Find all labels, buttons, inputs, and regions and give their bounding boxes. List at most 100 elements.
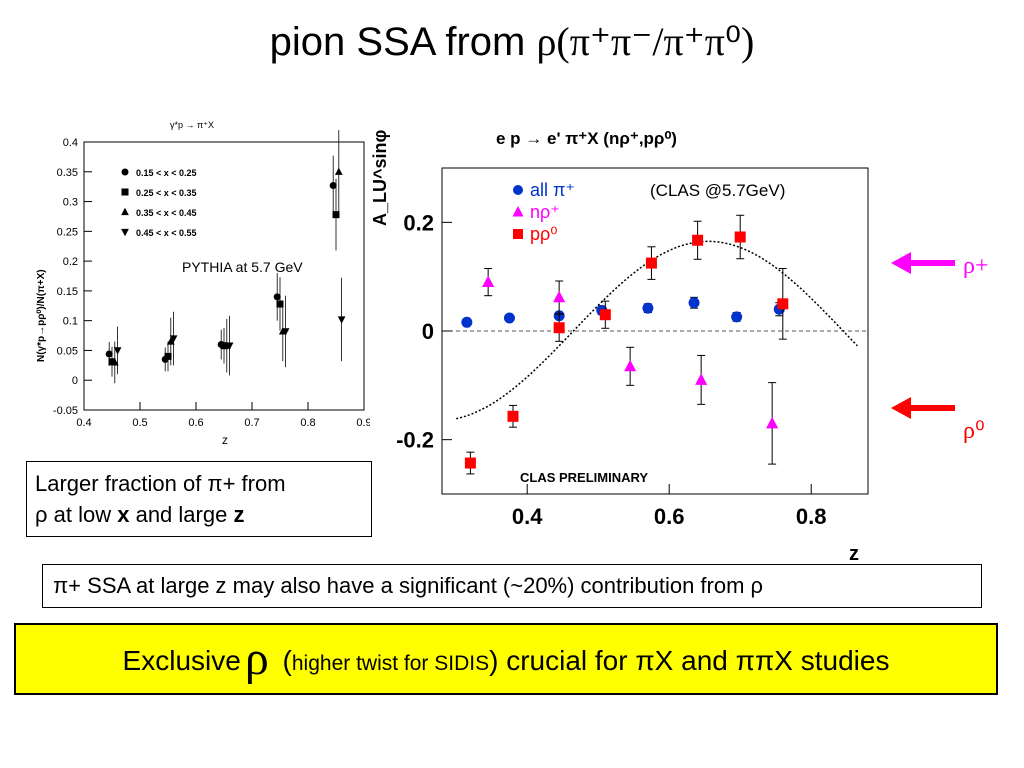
fraction-line-1: Larger fraction of π+ from: [35, 471, 286, 496]
legend-label: 0.15 < x < 0.25: [136, 168, 197, 178]
data-point: [108, 358, 116, 366]
x-tick-label: 0.8: [796, 504, 827, 529]
title-formula: ρ(π⁺π⁻/π⁺π⁰): [536, 19, 755, 64]
data-point: [642, 302, 654, 314]
exclusive-paren-close: ): [489, 645, 499, 676]
data-point: [645, 257, 657, 269]
plot-frame: [83, 141, 365, 411]
data-point: [337, 316, 346, 324]
title-prefix: pion SSA from: [269, 20, 537, 64]
data-point: [220, 342, 228, 350]
x-axis-label: z: [849, 543, 859, 565]
data-point: [332, 211, 340, 219]
legend-label: all π⁺: [530, 180, 575, 200]
y-tick-label: 0.2: [403, 210, 434, 235]
y-tick-label: 0.35: [57, 167, 78, 179]
data-point: [624, 359, 637, 372]
y-axis-label: A_LU^sinφ: [370, 129, 390, 226]
legend-label: 0.35 < x < 0.45: [136, 208, 197, 218]
y-tick-label: 0: [422, 319, 434, 344]
data-point: [692, 234, 704, 246]
data-point: [777, 298, 789, 310]
y-tick-label: 0.15: [57, 286, 78, 298]
data-point: [273, 293, 281, 301]
chart-title: e p → e' π⁺X (nρ⁺,pρ⁰): [496, 129, 677, 148]
data-point: [164, 352, 172, 360]
data-point: [329, 181, 337, 189]
legend-marker: [121, 188, 129, 196]
fraction-note-box: Larger fraction of π+ from ρ at low x an…: [26, 461, 372, 537]
fraction-line-2-x: x: [117, 502, 130, 527]
slide-title: pion SSA from ρ(π⁺π⁻/π⁺π⁰): [0, 18, 1024, 65]
fraction-line-2-z: z: [233, 502, 245, 527]
data-point: [731, 311, 743, 323]
exclusive-highlight-box: Exclusiveρ (higher twist for SIDIS) cruc…: [14, 623, 998, 695]
legend-marker: [121, 168, 129, 176]
fraction-line-2-c: and large: [129, 502, 234, 527]
data-point: [281, 328, 290, 336]
pythia-annotation: PYTHIA at 5.7 GeV: [182, 259, 303, 275]
data-point: [105, 350, 113, 358]
exclusive-part2: crucial for πX and ππX studies: [498, 645, 890, 676]
fit-curve: [456, 240, 858, 420]
legend-marker: [513, 185, 523, 195]
x-tick-label: 0.4: [76, 417, 91, 429]
x-tick-label: 0.6: [654, 504, 685, 529]
y-tick-label: 0.25: [57, 226, 78, 238]
pythia-ratio-chart: γ*p → π⁺X -0.05 0 0.05 0.1 0.15 0.2 0.25 0.3 0.35…: [30, 112, 372, 457]
legend-marker: [121, 228, 129, 237]
rho-zero-label: ρ⁰: [963, 418, 985, 444]
data-point: [166, 337, 175, 345]
legend-label: 0.25 < x < 0.35: [136, 188, 197, 198]
x-tick-label: 0.8: [300, 417, 315, 429]
data-point: [688, 297, 700, 309]
clas-energy-annotation: (CLAS @5.7GeV): [650, 181, 785, 200]
legend-marker: [121, 207, 129, 216]
x-axis-label: z: [222, 433, 228, 447]
x-tick-label: 0.7: [244, 417, 259, 429]
legend-label: pρ⁰: [530, 224, 557, 244]
y-tick-label: -0.2: [396, 428, 434, 453]
x-tick-label: 0.9: [356, 417, 370, 429]
contribution-text: π+ SSA at large z may also have a signif…: [53, 573, 764, 598]
legend-marker: [512, 206, 524, 217]
data-point: [334, 167, 343, 175]
legend-label: 0.45 < x < 0.55: [136, 228, 197, 238]
y-axis-label: N(γ*p→pρ⁰)/N(π+X): [36, 269, 47, 362]
y-tick-label: 0.4: [63, 137, 78, 149]
y-tick-label: 0.3: [63, 197, 78, 209]
data-point: [276, 300, 284, 308]
exclusive-rho-symbol: ρ: [244, 632, 269, 685]
data-point: [225, 342, 234, 350]
chart-title: γ*p → π⁺X: [170, 120, 214, 130]
y-tick-label: 0: [72, 375, 78, 387]
fraction-line-2: ρ at low x and large z: [35, 499, 363, 530]
data-point: [482, 275, 495, 288]
data-point: [113, 347, 122, 355]
legend-label: nρ⁺: [530, 202, 560, 222]
exclusive-paren-open: (: [274, 645, 292, 676]
pythia-ratio-chart-svg: γ*p → π⁺X -0.05 0 0.05 0.1 0.15 0.2 0.25 0.3 0.35…: [36, 120, 372, 447]
rho-plus-arrow: ρ+: [891, 252, 989, 279]
legend-marker: [513, 229, 523, 239]
x-tick-label: 0.5: [132, 417, 147, 429]
exclusive-part1: Exclusive: [122, 645, 241, 676]
y-tick-label: 0.05: [57, 345, 78, 357]
y-tick-label: 0.1: [63, 316, 78, 328]
clas-preliminary-label: CLAS PRELIMINARY: [520, 470, 648, 485]
rho-plus-label: ρ+: [963, 253, 989, 279]
data-point: [766, 416, 779, 429]
data-point: [507, 410, 519, 422]
data-point: [110, 358, 119, 366]
rho-arrows: ρ+ ρ⁰: [891, 252, 989, 444]
rho-zero-arrow: ρ⁰: [891, 397, 985, 444]
x-tick-label: 0.6: [188, 417, 203, 429]
data-point: [553, 322, 565, 334]
exclusive-note: higher twist for SIDIS: [291, 652, 490, 675]
data-point: [464, 457, 476, 469]
y-tick-label: 0.2: [63, 256, 78, 268]
data-point: [599, 309, 611, 321]
data-point: [503, 312, 515, 324]
contribution-note-box: π+ SSA at large z may also have a signif…: [42, 564, 982, 608]
data-point: [695, 373, 708, 385]
